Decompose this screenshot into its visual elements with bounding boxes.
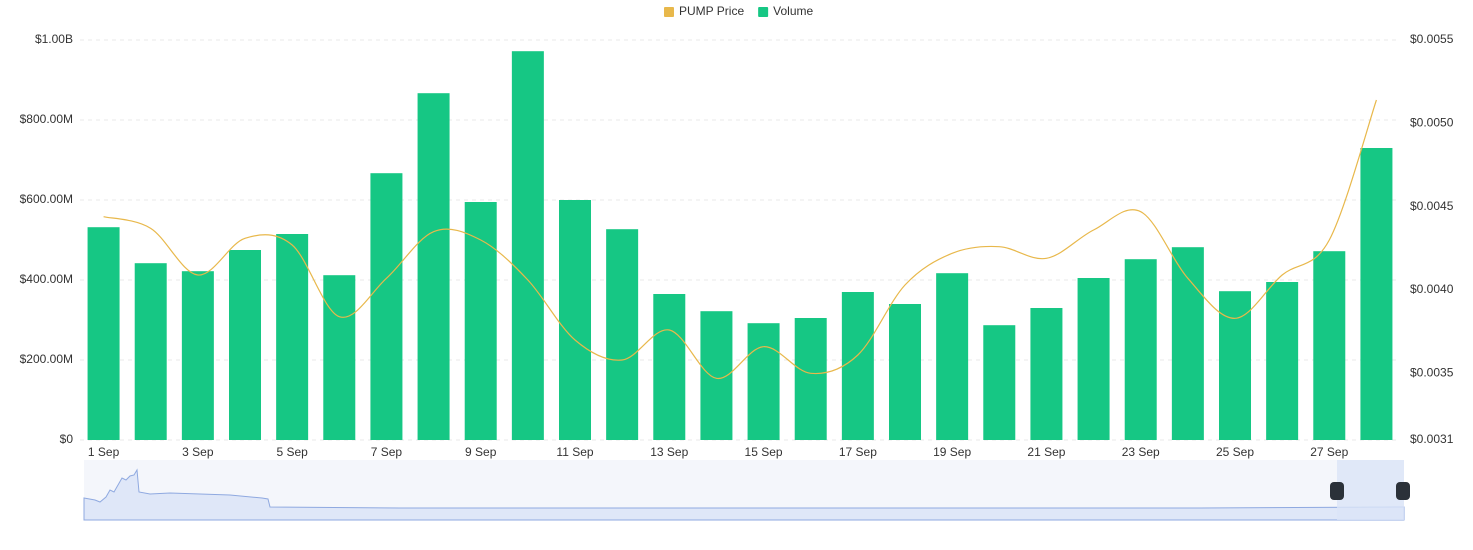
slider-selection[interactable] — [1337, 460, 1404, 520]
bar — [1313, 251, 1346, 440]
bar — [653, 294, 686, 440]
legend-swatch[interactable] — [758, 7, 769, 17]
zoom-slider — [83, 460, 1410, 521]
x-tick-label: 13 Sep — [650, 445, 688, 459]
x-tick-label: 19 Sep — [933, 445, 971, 459]
y-tick-label: $0 — [60, 432, 74, 446]
bar — [1360, 148, 1393, 440]
y2-tick-label: $0.0040 — [1410, 282, 1454, 296]
bar — [1030, 308, 1063, 440]
y-tick-label: $400.00M — [20, 272, 73, 286]
bar — [1266, 282, 1299, 440]
bar — [1124, 259, 1157, 440]
y2-tick-label: $0.0050 — [1410, 116, 1454, 130]
x-tick-label: 21 Sep — [1027, 445, 1065, 459]
legend-label[interactable]: PUMP Price — [679, 4, 744, 18]
bar — [747, 323, 780, 440]
x-tick-label: 11 Sep — [556, 445, 593, 459]
bar — [464, 202, 497, 440]
legend-label[interactable]: Volume — [773, 4, 813, 18]
y-tick-label: $1.00B — [35, 32, 73, 46]
legend: PUMP Price Volume — [664, 4, 813, 18]
slider-preview — [83, 468, 1405, 521]
bar — [323, 275, 356, 440]
x-tick-label: 17 Sep — [839, 445, 877, 459]
slider-handle[interactable] — [1330, 482, 1344, 500]
price-line — [103, 99, 1377, 379]
x-tick-label: 3 Sep — [182, 445, 214, 459]
x-tick-label: 9 Sep — [465, 445, 497, 459]
bar — [606, 229, 639, 440]
bar — [370, 173, 403, 440]
bar — [841, 292, 874, 440]
bar — [889, 304, 921, 440]
bar — [87, 227, 120, 440]
y-tick-label: $600.00M — [20, 192, 73, 206]
x-tick-label: 27 Sep — [1310, 445, 1348, 459]
bar — [134, 263, 167, 440]
x-tick-label: 1 Sep — [88, 445, 120, 459]
bar — [936, 273, 969, 440]
bar — [1077, 278, 1110, 440]
bar — [983, 325, 1016, 440]
y2-tick-label: $0.0031 — [1410, 432, 1454, 446]
bar — [276, 234, 309, 440]
x-tick-label: 7 Sep — [371, 445, 403, 459]
x-tick-label: 23 Sep — [1122, 445, 1160, 459]
bar — [559, 200, 591, 440]
bar — [181, 271, 214, 440]
bar — [229, 250, 261, 440]
x-tick-label: 5 Sep — [276, 445, 308, 459]
y2-tick-label: $0.0035 — [1410, 366, 1454, 380]
x-tick-label: 15 Sep — [745, 445, 783, 459]
bar — [794, 318, 827, 440]
bar — [417, 93, 450, 440]
legend-swatch[interactable] — [664, 7, 674, 17]
slider-handle[interactable] — [1396, 482, 1410, 500]
y2-tick-label: $0.0045 — [1410, 199, 1454, 213]
bar — [1171, 247, 1204, 440]
y-tick-label: $800.00M — [20, 112, 73, 126]
y-tick-label: $200.00M — [20, 352, 73, 366]
x-tick-label: 25 Sep — [1216, 445, 1254, 459]
bar — [511, 51, 544, 440]
plot: $0 $200.00M $400.00M $600.00M $800.00M $1.00B… — [20, 32, 1454, 459]
y2-tick-label: $0.0055 — [1410, 32, 1454, 46]
